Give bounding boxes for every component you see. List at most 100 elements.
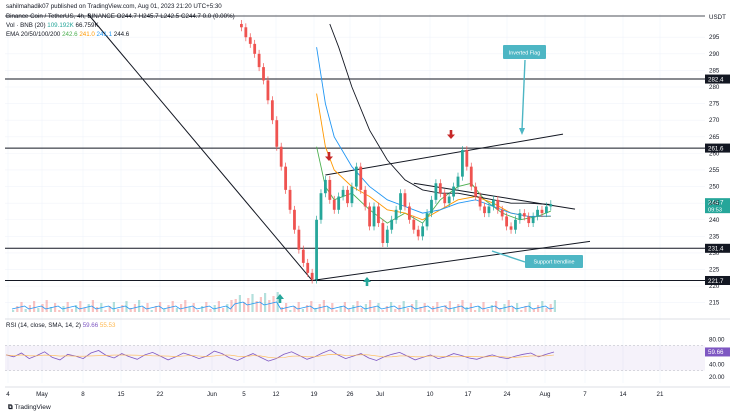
price-tick-225: 225: [709, 267, 720, 274]
time-tick-14: Aug: [539, 391, 551, 398]
candle-body-39: [407, 206, 411, 220]
candle-body-70: [545, 206, 548, 214]
volume-bar-16: [79, 301, 82, 312]
volume-bar-60: [264, 293, 267, 312]
candle-body-3: [248, 37, 252, 44]
volume-bar-24: [112, 302, 115, 312]
down-arrow-head-1: [447, 134, 455, 139]
candle-body-66: [527, 216, 531, 224]
rsi-ma-line: [5, 353, 555, 359]
volume-bar-118: [507, 300, 510, 312]
time-axis: 4 May 8 15 22 Jun 5 12 19 26 Jul 10 17 24 Aug 7 14 21: [5, 386, 730, 398]
volume-bar-13: [66, 302, 69, 312]
candle-body-56: [483, 206, 486, 214]
candle-body-30: [368, 206, 371, 227]
published-line: sahilmahadik07 published on TradingView.…: [6, 3, 222, 10]
volume-bar-70: [306, 305, 309, 312]
ema-legend: EMA 20/50/100/200 242.6 241.0 241.1 244.…: [6, 31, 129, 38]
rsi-tick-20: 20.00: [709, 374, 725, 381]
candle-body-44: [430, 199, 433, 214]
ema-value-100: 241.1: [96, 31, 113, 38]
time-tick-2: 8: [81, 391, 85, 398]
candle-body-67: [531, 216, 535, 224]
candle-body-64: [518, 213, 522, 220]
price-tick-260: 260: [709, 150, 720, 157]
volume-bar-103: [444, 305, 447, 312]
volume-bar-121: [520, 310, 523, 312]
time-tick-1: May: [36, 391, 49, 398]
candle-body-5: [257, 53, 261, 68]
volume-bar-57: [251, 294, 254, 312]
candle-body-4: [253, 43, 257, 54]
volume-bar-128: [549, 304, 552, 312]
ema-value-50: 241.0: [79, 31, 95, 38]
brand-name: TradingView: [14, 404, 51, 411]
volume-bar-119: [511, 307, 514, 312]
volume-bar-101: [436, 302, 439, 312]
support-callout-box: [525, 255, 583, 268]
volume-bar-89: [385, 306, 388, 312]
volume-bar-3: [24, 309, 27, 312]
candle-body-50: [456, 176, 460, 187]
rsi-value-2: 55.53: [99, 322, 116, 329]
up-arrow-head-0: [276, 294, 284, 299]
volume-bar-26: [121, 305, 124, 312]
up-arrow-head-1: [363, 277, 371, 282]
up-arrow-stem-0: [278, 299, 282, 303]
price-tick-270: 270: [709, 117, 720, 124]
flag-callout-box: [503, 45, 546, 59]
candle-body-55: [478, 196, 482, 207]
level-tag-s2: [705, 275, 730, 285]
price-tick-280: 280: [709, 84, 720, 91]
ohlc-values: O244.7 H245.7 L242.5 C244.7 0.0 (0.00%): [116, 13, 235, 20]
candle-body-33: [381, 223, 385, 243]
horizontal-levels: 282.4 261.6 231.4 221.7 244.709:53: [5, 15, 730, 285]
volume-bar-50: [222, 308, 225, 312]
volume-label: Vol · BNB (20): [6, 22, 46, 29]
time-tick-8: 19: [311, 391, 318, 398]
flag-callout-line: [521, 59, 526, 131]
time-tick-12: 17: [465, 391, 472, 398]
price-axis: 215 220 225 230 235 240 245 250 255 260 265 270 275 2…: [709, 34, 720, 306]
candle-body-48: [447, 196, 451, 204]
ema-200-line: [329, 23, 551, 205]
volume-bar-127: [545, 308, 548, 312]
price-tick-290: 290: [709, 51, 720, 58]
volume-bar-77: [335, 310, 338, 312]
candle-body-12: [288, 189, 292, 210]
volume-bar-23: [108, 306, 111, 312]
price-tick-240: 240: [709, 217, 720, 224]
volume-bar-8: [45, 300, 48, 312]
candle-body-69: [540, 209, 544, 214]
candle-body-1: [240, 23, 243, 28]
down-arrow-head-0: [325, 156, 333, 161]
volume-bar-114: [490, 305, 493, 312]
time-tick-13: 24: [504, 391, 511, 398]
candle-body-59: [496, 199, 500, 210]
candle-body-23: [337, 196, 341, 210]
time-tick-6: 5: [242, 391, 246, 398]
candle-body-9: [275, 120, 279, 147]
volume-bar-5: [33, 301, 36, 312]
footer-brand[interactable]: ⧉ TradingView: [8, 404, 51, 412]
volume-bar-41: [184, 300, 187, 312]
volume-bar-19: [91, 300, 94, 312]
volume-bar-84: [364, 304, 367, 312]
time-tick-4: 22: [157, 391, 164, 398]
candle-body-22: [332, 199, 336, 210]
volume-bar-7: [41, 304, 44, 312]
volume-bar-120: [516, 303, 519, 312]
volume-bar-129: [553, 300, 556, 312]
time-tick-17: 21: [657, 391, 664, 398]
volume-bar-111: [478, 306, 481, 312]
volume-bar-76: [331, 303, 334, 312]
level-tag-r2: [705, 143, 730, 153]
candle-body-52: [465, 150, 469, 167]
down-arrow-stem-1: [449, 130, 453, 135]
candle-body-29: [363, 189, 367, 207]
candle-body-8: [270, 100, 274, 121]
candle-body-49: [452, 186, 455, 197]
candle-body-35: [390, 219, 394, 230]
